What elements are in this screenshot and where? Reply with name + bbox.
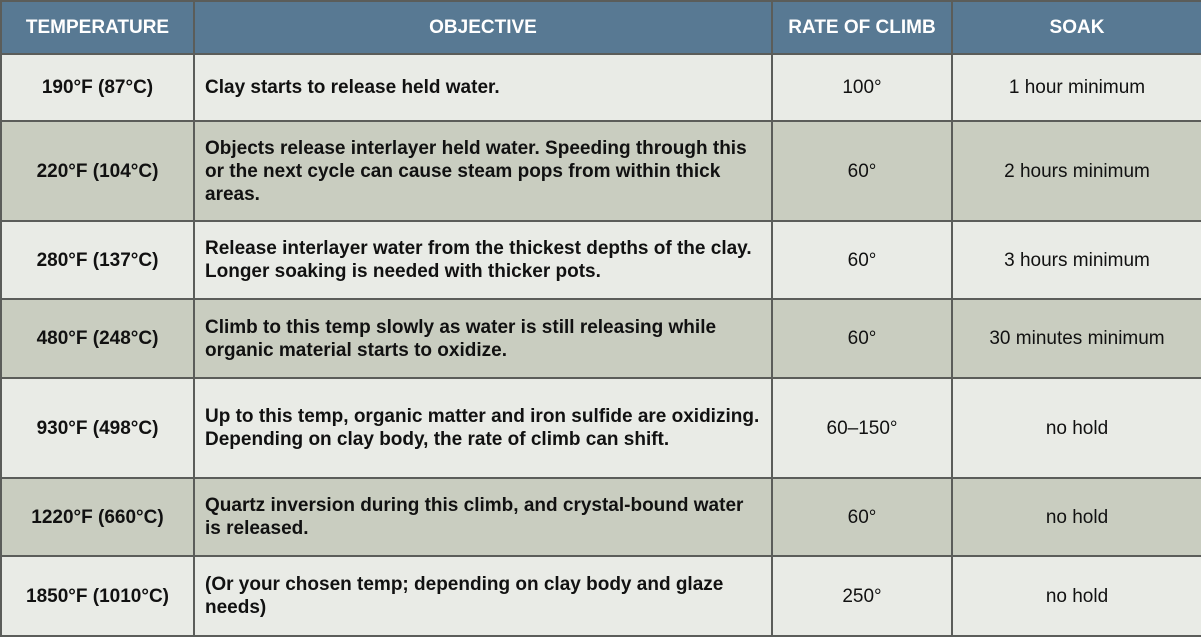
temperature-cell: 1850°F (1010°C) bbox=[0, 555, 195, 637]
rate-cell: 250° bbox=[771, 555, 953, 637]
table-row: 930°F (498°C) Up to this temp, organic ma… bbox=[0, 377, 1201, 479]
objective-cell: (Or your chosen temp; depending on clay … bbox=[193, 555, 773, 637]
rate-cell: 60–150° bbox=[771, 377, 953, 479]
table-row: 1220°F (660°C) Quartz inversion during th… bbox=[0, 477, 1201, 557]
objective-cell: Quartz inversion during this climb, and … bbox=[193, 477, 773, 557]
objective-cell: Release interlayer water from the thicke… bbox=[193, 220, 773, 300]
table-row: 480°F (248°C) Climb to this temp slowly a… bbox=[0, 298, 1201, 379]
rate-cell: 60° bbox=[771, 220, 953, 300]
soak-cell: no hold bbox=[951, 477, 1201, 557]
rate-cell: 60° bbox=[771, 298, 953, 379]
temperature-cell: 1220°F (660°C) bbox=[0, 477, 195, 557]
rate-cell: 60° bbox=[771, 477, 953, 557]
header-cell: OBJECTIVE bbox=[193, 0, 773, 55]
table-body: 190°F (87°C) Clay starts to release held … bbox=[0, 53, 1201, 637]
objective-cell: Climb to this temp slowly as water is st… bbox=[193, 298, 773, 379]
soak-cell: 3 hours minimum bbox=[951, 220, 1201, 300]
soak-cell: no hold bbox=[951, 377, 1201, 479]
soak-cell: no hold bbox=[951, 555, 1201, 637]
table-row: 280°F (137°C) Release interlayer water fr… bbox=[0, 220, 1201, 300]
table-row: 220°F (104°C) Objects release interlayer … bbox=[0, 120, 1201, 222]
header-cell: TEMPERATURE bbox=[0, 0, 195, 55]
soak-cell: 2 hours minimum bbox=[951, 120, 1201, 222]
header-cell: SOAK bbox=[951, 0, 1201, 55]
objective-cell: Clay starts to release held water. bbox=[193, 53, 773, 122]
temperature-cell: 190°F (87°C) bbox=[0, 53, 195, 122]
temperature-cell: 220°F (104°C) bbox=[0, 120, 195, 222]
header-cell: RATE OF CLIMB bbox=[771, 0, 953, 55]
table-row: 1850°F (1010°C) (Or your chosen temp; dep… bbox=[0, 555, 1201, 637]
soak-cell: 30 minutes minimum bbox=[951, 298, 1201, 379]
table-row: 190°F (87°C) Clay starts to release held … bbox=[0, 53, 1201, 122]
temperature-cell: 480°F (248°C) bbox=[0, 298, 195, 379]
temperature-cell: 280°F (137°C) bbox=[0, 220, 195, 300]
objective-cell: Up to this temp, organic matter and iron… bbox=[193, 377, 773, 479]
header-row: TEMPERATURE OBJECTIVE RATE OF CLIMB SOAK bbox=[0, 0, 1201, 55]
rate-cell: 100° bbox=[771, 53, 953, 122]
rate-cell: 60° bbox=[771, 120, 953, 222]
temperature-cell: 930°F (498°C) bbox=[0, 377, 195, 479]
objective-cell: Objects release interlayer held water. S… bbox=[193, 120, 773, 222]
soak-cell: 1 hour minimum bbox=[951, 53, 1201, 122]
